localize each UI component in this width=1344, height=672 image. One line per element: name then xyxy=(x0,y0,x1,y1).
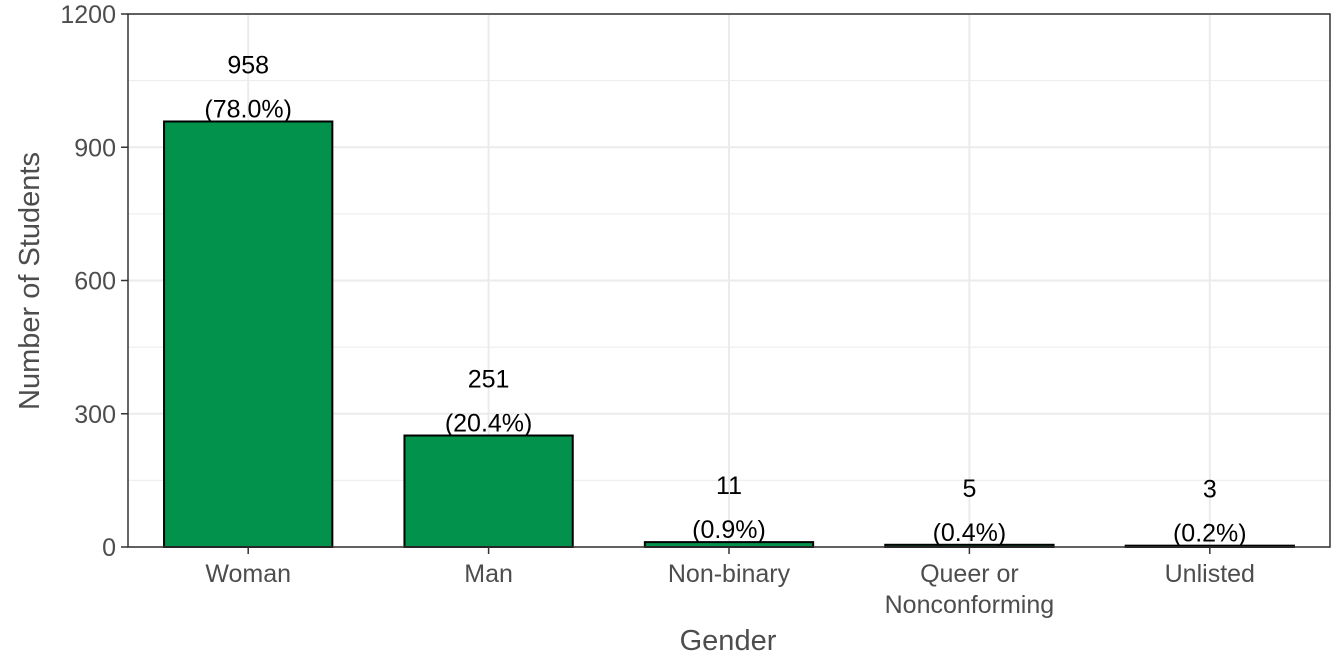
y-tick-label: 0 xyxy=(102,534,116,562)
y-tick-label: 600 xyxy=(74,268,116,296)
x-tick-label: Non-binary xyxy=(668,560,791,588)
bar xyxy=(163,120,334,548)
data-label: (78.0%) xyxy=(204,95,292,123)
x-tick-label: Man xyxy=(464,560,513,588)
data-labels: 958 (78.0%) 251 (20.4%) 11 (0.9%) 5 (0.4%) 3 (0.2… xyxy=(204,51,1246,547)
data-label: 958 xyxy=(227,51,269,79)
data-label: (0.9%) xyxy=(692,516,766,544)
data-label: 3 xyxy=(1203,476,1217,504)
bar xyxy=(403,434,574,548)
x-axis-title: Gender xyxy=(680,625,777,657)
x-tick-label: Woman xyxy=(205,560,291,588)
data-label: (20.4%) xyxy=(445,410,533,438)
y-tick-label: 1200 xyxy=(60,1,116,29)
axes: 0 300 600 900 1200 Woman Man Non-binary Queer or… xyxy=(60,1,1255,619)
x-tick-label: Queer or Nonconforming xyxy=(885,560,1055,619)
x-tick-label: Unlisted xyxy=(1165,560,1255,588)
y-axis-title: Number of Students xyxy=(14,152,46,410)
data-label: 11 xyxy=(716,472,742,500)
data-label: (0.4%) xyxy=(933,519,1007,547)
bars xyxy=(163,120,1295,549)
data-label: (0.2%) xyxy=(1173,520,1247,548)
y-tick-label: 900 xyxy=(74,134,116,162)
y-tick-label: 300 xyxy=(74,401,116,429)
data-label: 251 xyxy=(468,366,510,394)
data-label: 5 xyxy=(962,475,976,503)
